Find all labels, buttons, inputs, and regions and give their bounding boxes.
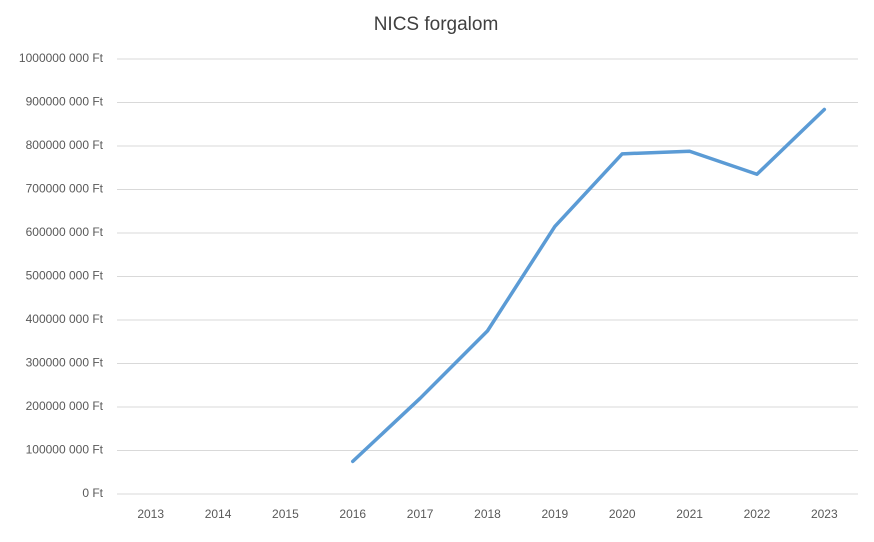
x-tick-label: 2020 (609, 507, 636, 521)
y-tick-label: 800000 000 Ft (26, 138, 104, 152)
x-tick-label: 2015 (272, 507, 299, 521)
x-tick-label: 2022 (744, 507, 771, 521)
x-tick-label: 2017 (407, 507, 434, 521)
x-tick-label: 2014 (205, 507, 232, 521)
x-tick-label: 2021 (676, 507, 703, 521)
x-tick-label: 2019 (542, 507, 569, 521)
y-tick-label: 0 Ft (82, 486, 103, 500)
y-tick-label: 900000 000 Ft (26, 95, 104, 109)
y-tick-label: 400000 000 Ft (26, 312, 104, 326)
y-tick-label: 1000000 000 Ft (19, 51, 104, 65)
x-tick-label: 2016 (339, 507, 366, 521)
y-tick-label: 500000 000 Ft (26, 269, 104, 283)
y-tick-label: 100000 000 Ft (26, 443, 104, 457)
y-tick-label: 700000 000 Ft (26, 182, 104, 196)
x-tick-label: 2023 (811, 507, 838, 521)
y-tick-label: 600000 000 Ft (26, 225, 104, 239)
y-tick-label: 200000 000 Ft (26, 399, 104, 413)
x-tick-label: 2018 (474, 507, 501, 521)
data-line (351, 107, 827, 464)
chart-title: NICS forgalom (374, 14, 499, 35)
x-tick-label: 2013 (137, 507, 164, 521)
y-tick-label: 300000 000 Ft (26, 356, 104, 370)
